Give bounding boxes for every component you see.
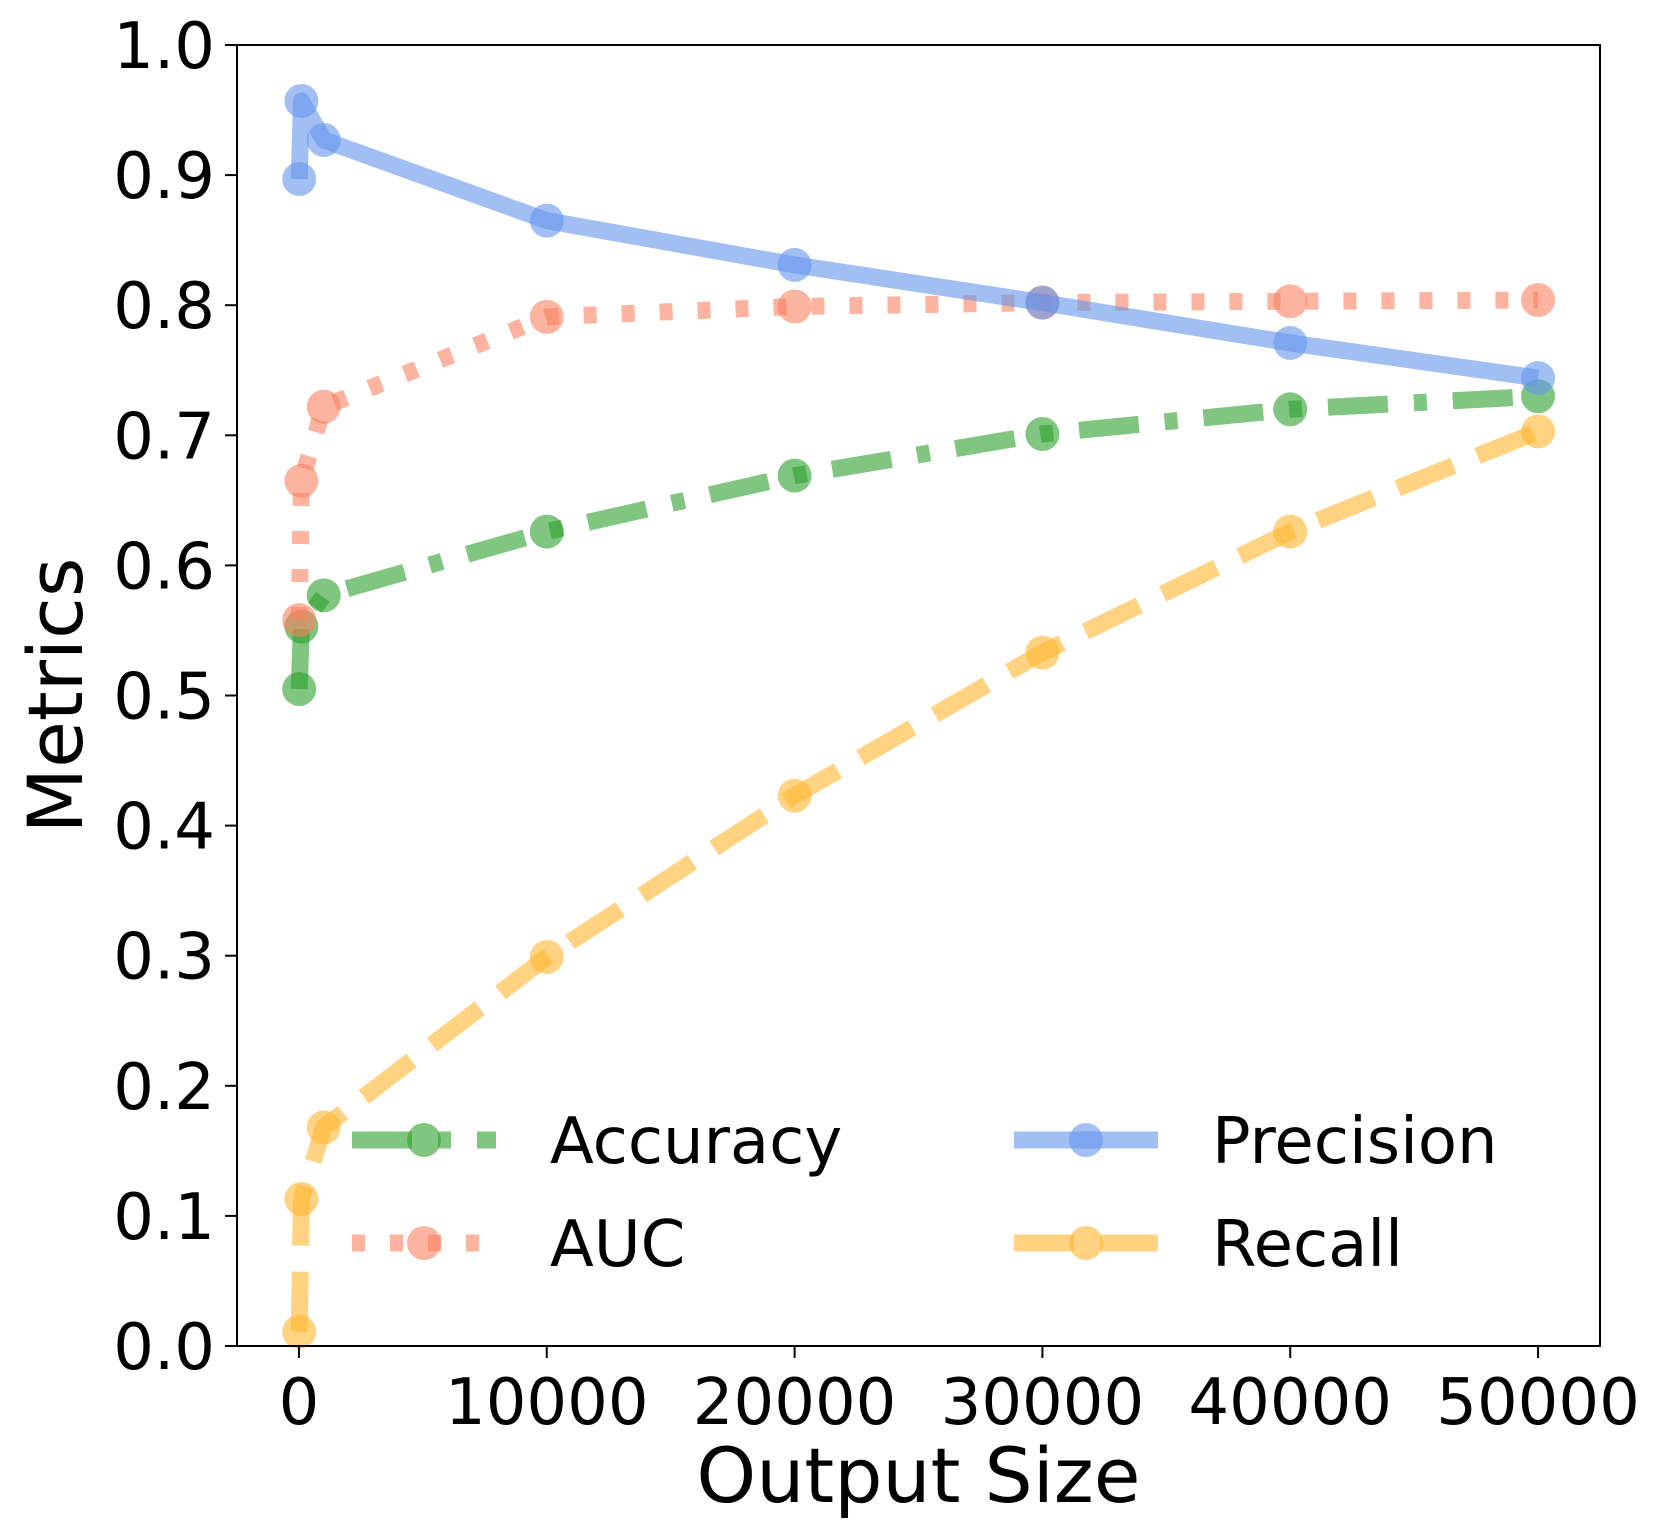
- series-layer: [282, 83, 1556, 1349]
- recall-point: [1273, 514, 1308, 549]
- recall-point: [284, 1181, 319, 1216]
- accuracy-line: [290, 387, 1539, 690]
- y-tick-label: 0.1: [113, 1181, 215, 1255]
- y-tick-label: 1.0: [113, 10, 215, 84]
- auc-point: [284, 463, 319, 498]
- precision-point: [284, 83, 319, 118]
- legend-label: Precision: [1212, 1105, 1498, 1179]
- x-tick-label: 40000: [1188, 1366, 1392, 1440]
- legend-item-precision: Precision: [1014, 1105, 1498, 1179]
- precision-point: [1273, 325, 1308, 360]
- accuracy-point: [306, 578, 341, 613]
- auc-point: [306, 389, 341, 424]
- legend-item-recall: Recall: [1014, 1208, 1403, 1282]
- legend-marker: [407, 1226, 441, 1260]
- auc-point: [529, 299, 564, 334]
- auc-point: [777, 289, 812, 324]
- y-tick-label: 0.9: [113, 140, 215, 214]
- series-accuracy: [282, 379, 1556, 706]
- x-axis: 0 10000 20000 30000 40000 50000: [279, 1346, 1640, 1440]
- auc-point: [282, 603, 317, 638]
- series-recall: [282, 414, 1556, 1349]
- y-tick-label: 0.2: [113, 1051, 215, 1125]
- legend-marker: [1069, 1123, 1103, 1157]
- auc-point: [1273, 284, 1308, 319]
- y-tick-label: 0.8: [113, 270, 215, 344]
- recall-point: [529, 940, 564, 975]
- accuracy-point: [1273, 392, 1308, 427]
- y-tick-label: 0.4: [113, 791, 215, 865]
- legend-item-accuracy: Accuracy: [352, 1105, 842, 1179]
- auc-point: [1521, 282, 1556, 317]
- legend: Accuracy AUC Precision Recall: [352, 1105, 1498, 1282]
- x-tick-label: 30000: [941, 1366, 1145, 1440]
- precision-point: [1521, 361, 1556, 396]
- x-tick-label: 20000: [693, 1366, 897, 1440]
- recall-line: [290, 423, 1542, 1332]
- x-axis-title: Output Size: [696, 1431, 1140, 1520]
- accuracy-point: [529, 514, 564, 549]
- legend-label: Recall: [1212, 1208, 1403, 1282]
- y-tick-label: 0.6: [113, 530, 215, 604]
- recall-point: [1521, 414, 1556, 449]
- recall-point: [777, 778, 812, 813]
- legend-label: AUC: [550, 1208, 685, 1282]
- legend-label: Accuracy: [550, 1105, 842, 1179]
- precision-point: [777, 247, 812, 282]
- x-tick-label: 10000: [445, 1366, 649, 1440]
- accuracy-point: [1025, 416, 1060, 451]
- accuracy-point: [777, 458, 812, 493]
- precision-point: [306, 122, 341, 157]
- legend-item-auc: AUC: [352, 1208, 685, 1282]
- legend-marker: [1069, 1226, 1103, 1260]
- recall-point: [282, 1314, 317, 1349]
- recall-point: [306, 1110, 341, 1145]
- precision-point: [1025, 285, 1060, 320]
- y-tick-label: 0.7: [113, 400, 215, 474]
- y-tick-label: 0.0: [113, 1311, 215, 1385]
- precision-point: [282, 162, 317, 197]
- accuracy-point: [282, 671, 317, 706]
- x-tick-label: 50000: [1436, 1366, 1640, 1440]
- x-tick-label: 0: [279, 1366, 320, 1440]
- y-tick-label: 0.5: [113, 661, 215, 735]
- y-axis: 0.0 0.1 0.2 0.3 0.4 0.5 0.6 0.7 0.8 0.9 1.0: [113, 10, 237, 1385]
- y-tick-label: 0.3: [113, 921, 215, 995]
- y-axis-title: Metrics: [11, 558, 100, 834]
- precision-point: [529, 203, 564, 238]
- series-precision: [282, 83, 1556, 396]
- legend-marker: [407, 1123, 441, 1157]
- recall-point: [1025, 635, 1060, 670]
